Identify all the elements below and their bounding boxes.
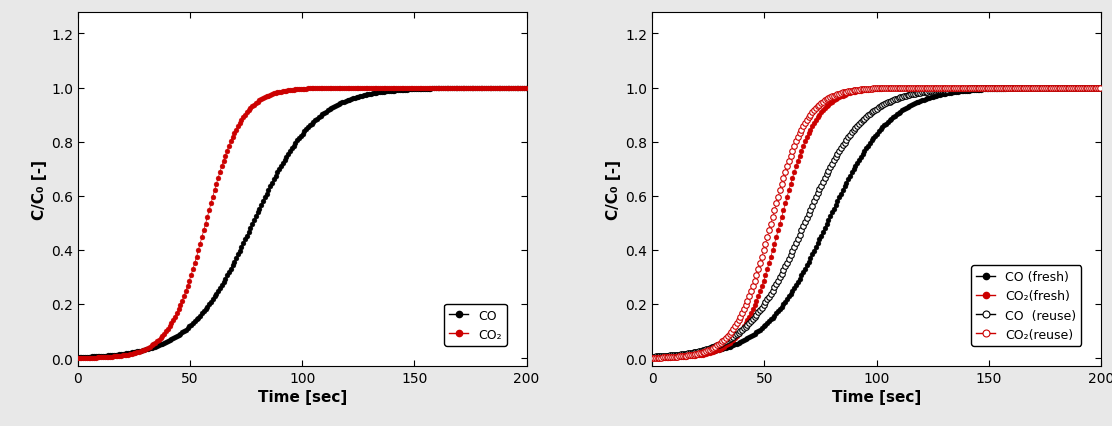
X-axis label: Time [sec]: Time [sec] xyxy=(832,389,921,404)
Legend: CO, CO₂: CO, CO₂ xyxy=(445,304,507,346)
Y-axis label: C/C₀ [-]: C/C₀ [-] xyxy=(32,160,47,219)
Y-axis label: C/C₀ [-]: C/C₀ [-] xyxy=(606,160,622,219)
X-axis label: Time [sec]: Time [sec] xyxy=(258,389,347,404)
Legend: CO (fresh), CO₂(fresh), CO  (reuse), CO₂(reuse): CO (fresh), CO₂(fresh), CO (reuse), CO₂(… xyxy=(971,265,1081,346)
